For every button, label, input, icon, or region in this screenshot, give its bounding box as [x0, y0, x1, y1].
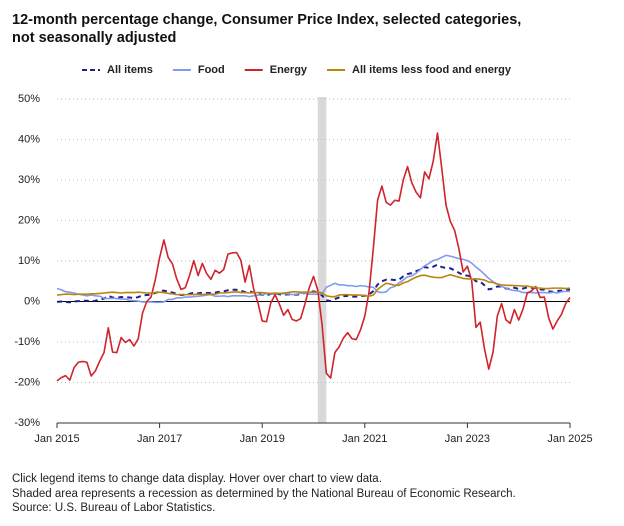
chart-title: not seasonally adjusted	[12, 30, 176, 46]
y-tick-label: -20%	[14, 376, 40, 388]
note: Click legend items to change data displa…	[12, 473, 382, 485]
chart-title: 12-month percentage change, Consumer Pri…	[12, 12, 521, 28]
y-tick-label: -10%	[14, 336, 40, 348]
note: Source: U.S. Bureau of Labor Statistics.	[12, 502, 215, 514]
legend-label: All items less food and energy	[352, 64, 512, 76]
series-line	[56, 132, 571, 382]
y-tick-label: 50%	[18, 93, 40, 105]
y-tick-label: 0%	[24, 295, 40, 307]
legend-item[interactable]: Food	[172, 64, 225, 76]
legend-label: Energy	[270, 64, 308, 76]
x-tick-label: Jan 2015	[34, 433, 79, 445]
y-tick-label: 10%	[18, 255, 40, 267]
series-line	[56, 263, 571, 304]
legend-label: Food	[198, 64, 225, 76]
note: Shaded area represents a recession as de…	[12, 488, 516, 500]
legend-label: All items	[107, 64, 153, 76]
y-tick-label: 40%	[18, 133, 40, 145]
recession-shade	[317, 97, 327, 423]
x-tick-label: Jan 2019	[240, 433, 285, 445]
legend-item[interactable]: All items	[82, 64, 153, 76]
x-tick-label: Jan 2025	[547, 433, 592, 445]
y-tick-label: 20%	[18, 214, 40, 226]
y-tick-label: -30%	[14, 417, 40, 429]
series-line	[56, 254, 570, 304]
x-tick-label: Jan 2021	[342, 433, 387, 445]
x-tick-label: Jan 2017	[137, 433, 182, 445]
legend-item[interactable]: Energy	[244, 64, 308, 76]
legend-item[interactable]: All items less food and energy	[327, 64, 512, 76]
series-line	[56, 273, 571, 298]
y-tick-label: 30%	[18, 174, 40, 186]
x-tick-label: Jan 2023	[445, 433, 490, 445]
